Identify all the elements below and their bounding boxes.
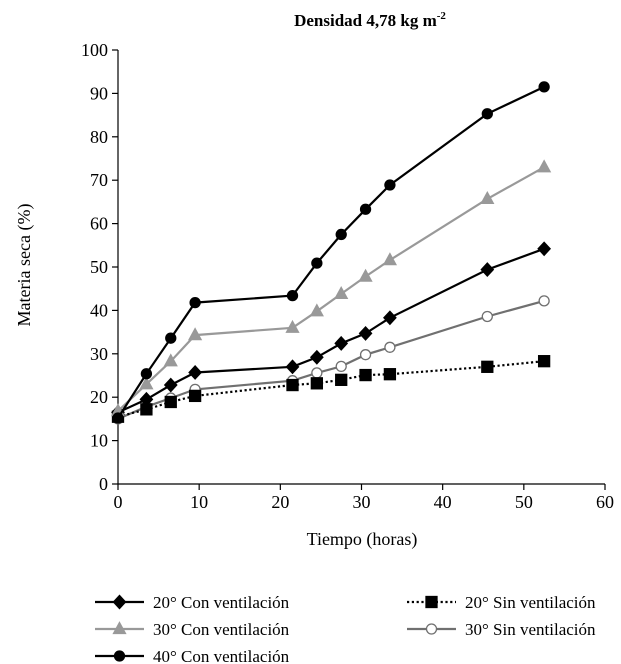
data-point <box>480 191 495 205</box>
legend-swatch-marker <box>425 595 438 609</box>
x-tick-label: 60 <box>596 492 614 512</box>
legend-label: 30° Sin ventilación <box>465 620 596 639</box>
data-point <box>311 367 323 379</box>
data-point <box>358 325 373 341</box>
data-point <box>384 341 396 353</box>
y-tick-label: 0 <box>99 474 108 494</box>
y-tick-label: 10 <box>90 431 108 451</box>
data-point <box>309 303 324 317</box>
data-point <box>188 365 202 380</box>
x-tick-label: 20 <box>271 492 289 512</box>
x-tick-label: 0 <box>114 492 123 512</box>
data-point <box>481 310 493 323</box>
data-point <box>335 373 348 386</box>
data-point <box>335 360 347 373</box>
y-tick-label: 60 <box>90 214 108 234</box>
data-point <box>139 391 154 407</box>
data-point <box>165 332 177 344</box>
data-point <box>537 241 552 257</box>
legend-swatch-marker <box>113 650 126 662</box>
series-2 <box>110 159 552 417</box>
y-tick-label: 90 <box>90 83 108 103</box>
legend-swatch-marker <box>112 621 127 635</box>
data-point <box>189 296 201 309</box>
data-point <box>309 349 324 365</box>
data-point <box>537 355 551 368</box>
data-point <box>112 412 124 424</box>
series-line <box>117 247 545 414</box>
y-tick-label: 30 <box>90 344 108 364</box>
y-tick-label: 80 <box>90 127 108 147</box>
y-axis-label: Materia seca (%) <box>14 204 35 327</box>
series-0 <box>111 241 552 420</box>
legend-label: 40° Con ventilación <box>153 647 290 664</box>
legend: 20° Con ventilación 20° Sin ventilación 30… <box>95 593 596 664</box>
data-point <box>311 257 323 269</box>
x-tick-label: 50 <box>515 492 533 512</box>
data-point <box>335 228 347 241</box>
data-point <box>538 81 550 93</box>
legend-item: 20° Con ventilación <box>95 593 290 612</box>
legend-item: 20° Sin ventilación <box>407 593 596 612</box>
x-tick-label: 30 <box>353 492 371 512</box>
series-1 <box>111 355 551 423</box>
y-tick-label: 70 <box>90 170 108 190</box>
series-4 <box>112 81 550 424</box>
y-tick-label: 50 <box>90 257 108 277</box>
data-point <box>359 203 372 215</box>
data-point <box>188 327 203 341</box>
x-tick-label: 10 <box>190 492 208 512</box>
y-tick-label: 40 <box>90 300 108 320</box>
data-point <box>285 359 300 375</box>
data-point <box>382 252 398 266</box>
data-point <box>286 289 299 302</box>
data-point <box>359 368 372 382</box>
legend-label: 20° Sin ventilación <box>465 593 596 612</box>
chart-title-superscript: -2 <box>437 10 447 22</box>
data-point <box>384 179 396 191</box>
data-point <box>334 286 349 300</box>
data-point <box>188 389 202 403</box>
x-tick-label: 40 <box>434 492 452 512</box>
data-point <box>163 353 178 367</box>
x-axis-label: Tiempo (horas) <box>307 529 418 550</box>
legend-label: 20° Con ventilación <box>153 593 290 612</box>
legend-swatch-marker <box>425 623 438 635</box>
data-point <box>334 335 349 351</box>
legend-item: 30° Con ventilación <box>95 620 290 639</box>
data-point <box>383 310 397 326</box>
series-line <box>117 166 545 412</box>
data-point <box>538 295 550 307</box>
data-point <box>383 368 397 381</box>
y-tick-label: 20 <box>90 387 108 407</box>
y-tick-label: 100 <box>81 40 108 60</box>
series-layer <box>110 81 552 425</box>
data-point <box>164 395 177 409</box>
data-point <box>163 377 178 393</box>
legend-label: 30° Con ventilación <box>153 620 290 639</box>
data-point <box>481 108 493 120</box>
data-point <box>481 360 494 373</box>
legend-item: 30° Sin ventilación <box>407 620 596 639</box>
data-point <box>286 378 299 392</box>
data-point <box>358 268 373 282</box>
data-point <box>140 368 153 380</box>
chart-title: Densidad 4,78 kg m-2 <box>294 10 446 30</box>
data-point <box>359 349 372 361</box>
data-point <box>139 376 154 390</box>
data-point <box>480 262 495 278</box>
axes: 0 10 20 30 40 50 60 70 80 90 100 0 10 20 30 40 50 60 <box>81 40 614 512</box>
data-point <box>285 319 300 333</box>
data-point <box>310 377 324 390</box>
data-point <box>537 159 552 173</box>
legend-swatch-marker <box>112 594 127 610</box>
series-3 <box>112 295 550 425</box>
series-line <box>117 299 545 420</box>
legend-item: 40° Con ventilación <box>95 647 290 664</box>
